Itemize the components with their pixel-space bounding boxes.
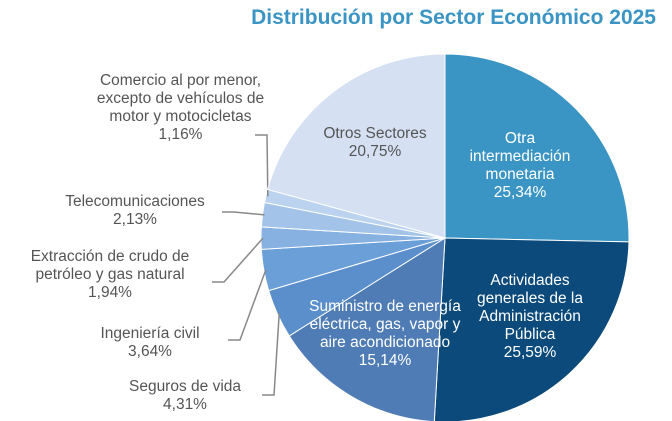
leader-line (262, 313, 280, 396)
slice-label: Otros Sectores 20,75% (305, 125, 445, 161)
value-label: 2,13% (113, 211, 157, 228)
slice-label: Suministro de energía eléctrica, gas, va… (305, 298, 465, 370)
value-label: 20,75% (348, 143, 402, 160)
value-label: 1,94% (88, 284, 132, 301)
category-label: Otros Sectores (323, 125, 427, 142)
slice-label: Otra intermediación monetaria 25,34% (455, 130, 585, 202)
category-label: Suministro de energía eléctrica, gas, va… (309, 298, 461, 351)
category-label: Extracción de crudo de petróleo y gas na… (30, 248, 190, 283)
pie-slice (444, 53, 630, 243)
slice-label: Comercio al por menor, excepto de vehícu… (88, 72, 273, 144)
leader-line (228, 269, 267, 341)
category-label: Ingeniería civil (100, 325, 200, 342)
category-label: Seguros de vida (128, 378, 242, 395)
pie-slice (433, 237, 630, 421)
category-label: Otra intermediación monetaria (469, 130, 571, 183)
slice-label: Seguros de vida 4,31% (110, 378, 260, 414)
value-label: 4,31% (163, 396, 207, 413)
category-label: Telecomunicaciones (65, 193, 205, 210)
value-label: 15,14% (358, 352, 412, 369)
value-label: 25,59% (503, 344, 557, 361)
slice-label: Ingeniería civil 3,64% (80, 325, 220, 361)
leader-line (255, 134, 269, 197)
category-label: Comercio al por menor, excepto de vehícu… (96, 72, 265, 125)
pie-slice (288, 237, 446, 421)
leader-line (212, 237, 264, 283)
category-label: Actividades generales de la Administraci… (477, 272, 583, 343)
slice-label: Telecomunicaciones 2,13% (45, 193, 225, 229)
chart-title: Distribución por Sector Económico 2025 (251, 6, 656, 29)
value-label: 1,16% (158, 126, 203, 143)
slice-label: Actividades generales de la Administraci… (455, 272, 605, 362)
value-label: 3,64% (128, 343, 172, 360)
leader-line (222, 211, 265, 216)
pie-slice (266, 53, 446, 239)
slice-label: Extracción de crudo de petróleo y gas na… (10, 248, 210, 302)
value-label: 25,34% (493, 184, 547, 201)
